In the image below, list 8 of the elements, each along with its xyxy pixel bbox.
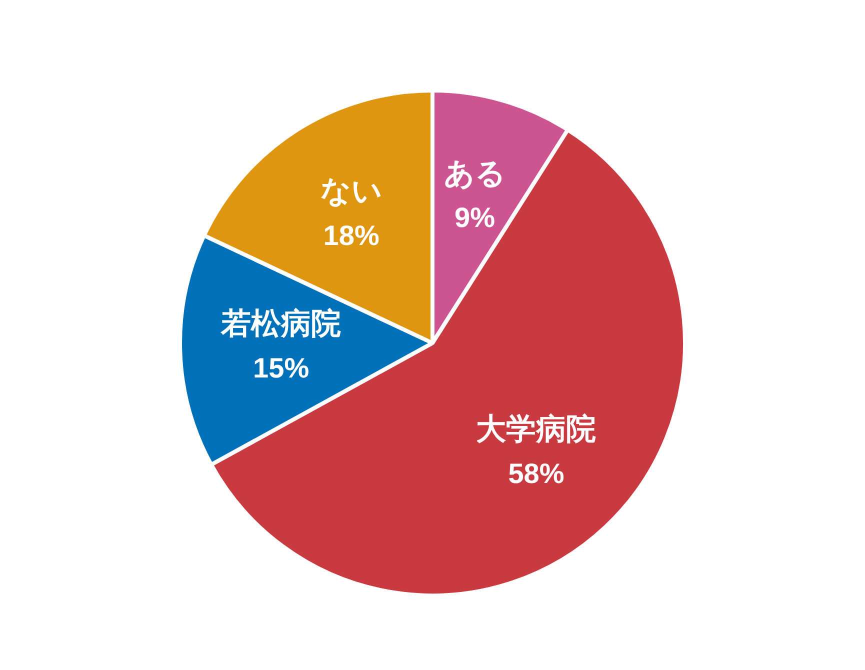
data-label: 58% xyxy=(508,458,564,490)
slice-label: ない xyxy=(320,174,382,209)
data-label: 15% xyxy=(253,352,310,384)
slice-label: ある xyxy=(444,156,506,192)
slice-label: 若松病院 xyxy=(220,306,342,342)
data-label: 9% xyxy=(454,202,496,234)
slice-label: 大学病院 xyxy=(476,412,596,448)
data-label: 18% xyxy=(323,220,380,251)
